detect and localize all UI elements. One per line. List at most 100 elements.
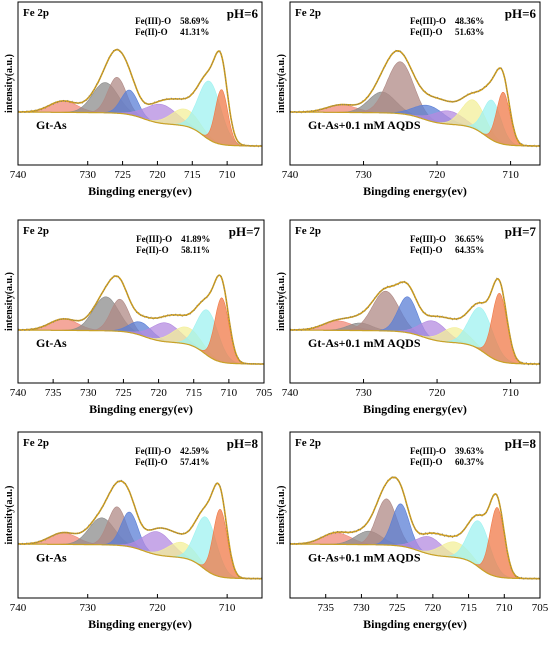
sample-label: Gt-As+0.1 mM AQDS [308,550,421,564]
plot-frame [289,219,541,384]
panel-3: 740 735 730 725 720 715 710 705 Bingding energy(… [4,219,273,416]
x-tick-label: 740 [282,169,299,181]
sample-label: Gt-As+0.1 mM AQDS [308,118,421,132]
fe3-label: Fe(III)-O [410,234,446,244]
fe2-label: Fe(II)-O [410,245,443,255]
fe3-percent: 39.63% [455,446,484,456]
ph-label: pH=6 [227,6,259,21]
x-axis-label: Bingding energy(ev) [88,617,192,631]
fe2-percent: 60.37% [455,457,484,467]
x-tick-label: 720 [149,602,166,614]
x-tick-label: 715 [184,169,201,181]
x-tick-label: 730 [355,169,372,181]
x-tick-label: 710 [221,387,238,399]
x-tick-label: 720 [429,169,446,181]
x-tick-label: 730 [355,387,372,399]
element-label: Fe 2p [295,7,321,19]
fe2-label: Fe(II)-O [410,27,443,37]
fe2-percent: 41.31% [180,27,209,37]
element-label: Fe 2p [23,7,49,19]
x-tick-label: 720 [149,169,166,181]
plot-frame [17,1,263,166]
raw-data-line [17,479,263,581]
raw-data-line [289,49,541,148]
sample-label: Gt-As [36,550,67,564]
x-axis-label: Bingding energy(ev) [89,402,193,416]
fe3-percent: 36.65% [455,234,484,244]
y-axis-label: intensity(a.u.) [276,272,287,331]
x-tick-label: 730 [79,602,96,614]
y-axis-label: intensity(a.u.) [276,54,287,113]
x-axis-label: Bingding energy(ev) [363,617,467,631]
x-tick-label: 725 [115,387,132,399]
sample-label: Gt-As+0.1 mM AQDS [308,336,421,350]
fe3-label: Fe(III)-O [410,16,446,26]
raw-data-line [289,476,541,581]
fe3-percent: 41.89% [181,234,210,244]
y-axis-label: intensity(a.u.) [4,54,15,113]
plot-frame [17,431,263,599]
x-tick-label: 710 [502,169,519,181]
raw-data-line [17,274,265,366]
x-tick-label: 720 [429,387,446,399]
x-axis-label: Bingding energy(ev) [363,184,467,198]
panel-2: 740 730 720 710 Bingding energy(ev) intensity… [276,1,541,198]
fe3-label: Fe(III)-O [410,446,446,456]
x-tick-label: 725 [389,602,406,614]
fe2-percent: 57.41% [180,457,209,467]
x-tick-label: 735 [317,602,334,614]
fe2-percent: 64.35% [455,245,484,255]
ph-label: pH=8 [227,436,259,451]
x-tick-label: 710 [219,169,236,181]
x-tick-label: 705 [256,387,273,399]
panel-1: 740 730 725 720 715 710 Bingding energy(ev) int… [4,1,263,198]
fe3-percent: 58.69% [180,16,209,26]
panel-5: 740 730 720 710 Bingding energy(ev) intensity… [4,431,263,631]
ph-label: pH=8 [505,436,537,451]
x-tick-label: 705 [532,602,549,614]
fe2-label: Fe(II)-O [136,245,169,255]
raw-data-line [289,277,541,366]
x-tick-label: 740 [10,169,27,181]
plot-frame [289,1,541,166]
element-label: Fe 2p [23,437,49,449]
x-tick-label: 740 [282,387,299,399]
x-tick-label: 740 [10,387,27,399]
element-label: Fe 2p [295,437,321,449]
y-axis-label: intensity(a.u.) [4,486,15,545]
fe2-percent: 58.11% [181,245,210,255]
x-tick-label: 730 [79,169,96,181]
x-axis-label: Bingding energy(ev) [363,402,467,416]
background-line [18,329,264,365]
ph-label: pH=6 [505,6,537,21]
fe3-percent: 42.59% [180,446,209,456]
fe2-percent: 51.63% [455,27,484,37]
element-label: Fe 2p [295,225,321,237]
fe3-label: Fe(III)-O [135,16,171,26]
x-axis-label: Bingding energy(ev) [88,184,192,198]
sample-label: Gt-As [36,336,67,350]
background-line [290,543,540,580]
y-axis-label: intensity(a.u.) [276,486,287,545]
x-tick-label: 715 [460,602,477,614]
fe3-label: Fe(III)-O [135,446,171,456]
plot-frame [289,431,541,599]
x-tick-label: 715 [185,387,202,399]
background-line [18,111,262,147]
y-axis-label: intensity(a.u.) [4,272,15,331]
x-tick-label: 725 [114,169,131,181]
x-tick-label: 730 [353,602,370,614]
x-tick-label: 740 [10,602,27,614]
ph-label: pH=7 [505,224,537,239]
plot-frame [17,219,265,384]
background-line [18,543,262,580]
fe2-label: Fe(II)-O [135,27,168,37]
x-tick-label: 730 [80,387,97,399]
x-tick-label: 735 [45,387,62,399]
element-label: Fe 2p [23,225,49,237]
background-line [290,111,540,147]
panel-4: 740 730 720 710 Bingding energy(ev) intensity… [276,219,541,416]
x-tick-label: 710 [502,387,519,399]
fe3-label: Fe(III)-O [136,234,172,244]
